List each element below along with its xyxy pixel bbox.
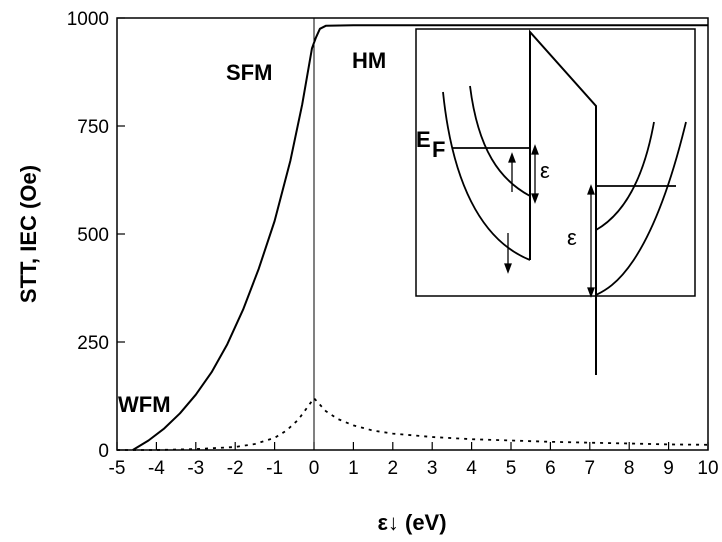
- inset-label-epsilon-1: ε: [540, 158, 550, 183]
- y-tick-label: 250: [77, 333, 109, 354]
- x-tick-label: 5: [506, 458, 517, 479]
- left-outer-band: [442, 91, 531, 261]
- inset-frame: [415, 28, 696, 297]
- x-tick-label: -3: [187, 458, 204, 479]
- left-exchange-bar: [529, 29, 597, 375]
- x-tick-label: 0: [309, 458, 320, 479]
- y-tick-label: 0: [98, 441, 109, 462]
- series-line-solid: [132, 24, 708, 451]
- x-tick-label: -1: [266, 458, 283, 479]
- x-tick-label: 1: [348, 458, 359, 479]
- inset-label-e: E: [416, 127, 431, 152]
- x-tick-label: 7: [585, 458, 596, 479]
- annotation-wfm: WFM: [118, 392, 171, 417]
- y-axis-title: STT, IEC (Oe): [16, 165, 41, 303]
- right-inner-band: [595, 121, 655, 231]
- series-layer: [117, 24, 709, 451]
- x-tick-label: 3: [427, 458, 438, 479]
- x-tick-label: 2: [388, 458, 399, 479]
- y-tick-label: 500: [77, 225, 109, 246]
- annotation-hm: HM: [352, 48, 386, 73]
- x-tick-label: -2: [227, 458, 244, 479]
- x-axis-title: ε↓ (eV): [377, 510, 446, 535]
- y-tick-label: 1000: [67, 9, 109, 30]
- x-tick-label: 9: [663, 458, 674, 479]
- right-outer-band: [595, 121, 687, 296]
- series-line-dotted: [117, 397, 709, 451]
- left-inner-band: [469, 85, 531, 197]
- inset-label-f: F: [432, 137, 445, 162]
- ticks-layer: -5 -4 -3 -2 -1 0 1 2 3 4 5 6 7 8 9 10 0 250 500 750 1000: [67, 9, 719, 479]
- x-tick-label: 10: [697, 458, 718, 479]
- x-tick-label: -4: [148, 458, 165, 479]
- x-tick-label: 4: [466, 458, 477, 479]
- y-tick-label: 750: [77, 117, 109, 138]
- spin-arrows: [504, 144, 595, 298]
- annotation-sfm: SFM: [226, 60, 272, 85]
- x-tick-label: 8: [624, 458, 635, 479]
- inset-diagram: E F ε ε: [415, 28, 696, 375]
- x-tick-label: -5: [109, 458, 126, 479]
- plot-frame: [116, 17, 709, 451]
- x-tick-label: 6: [545, 458, 556, 479]
- inset-label-epsilon-2: ε: [567, 225, 577, 250]
